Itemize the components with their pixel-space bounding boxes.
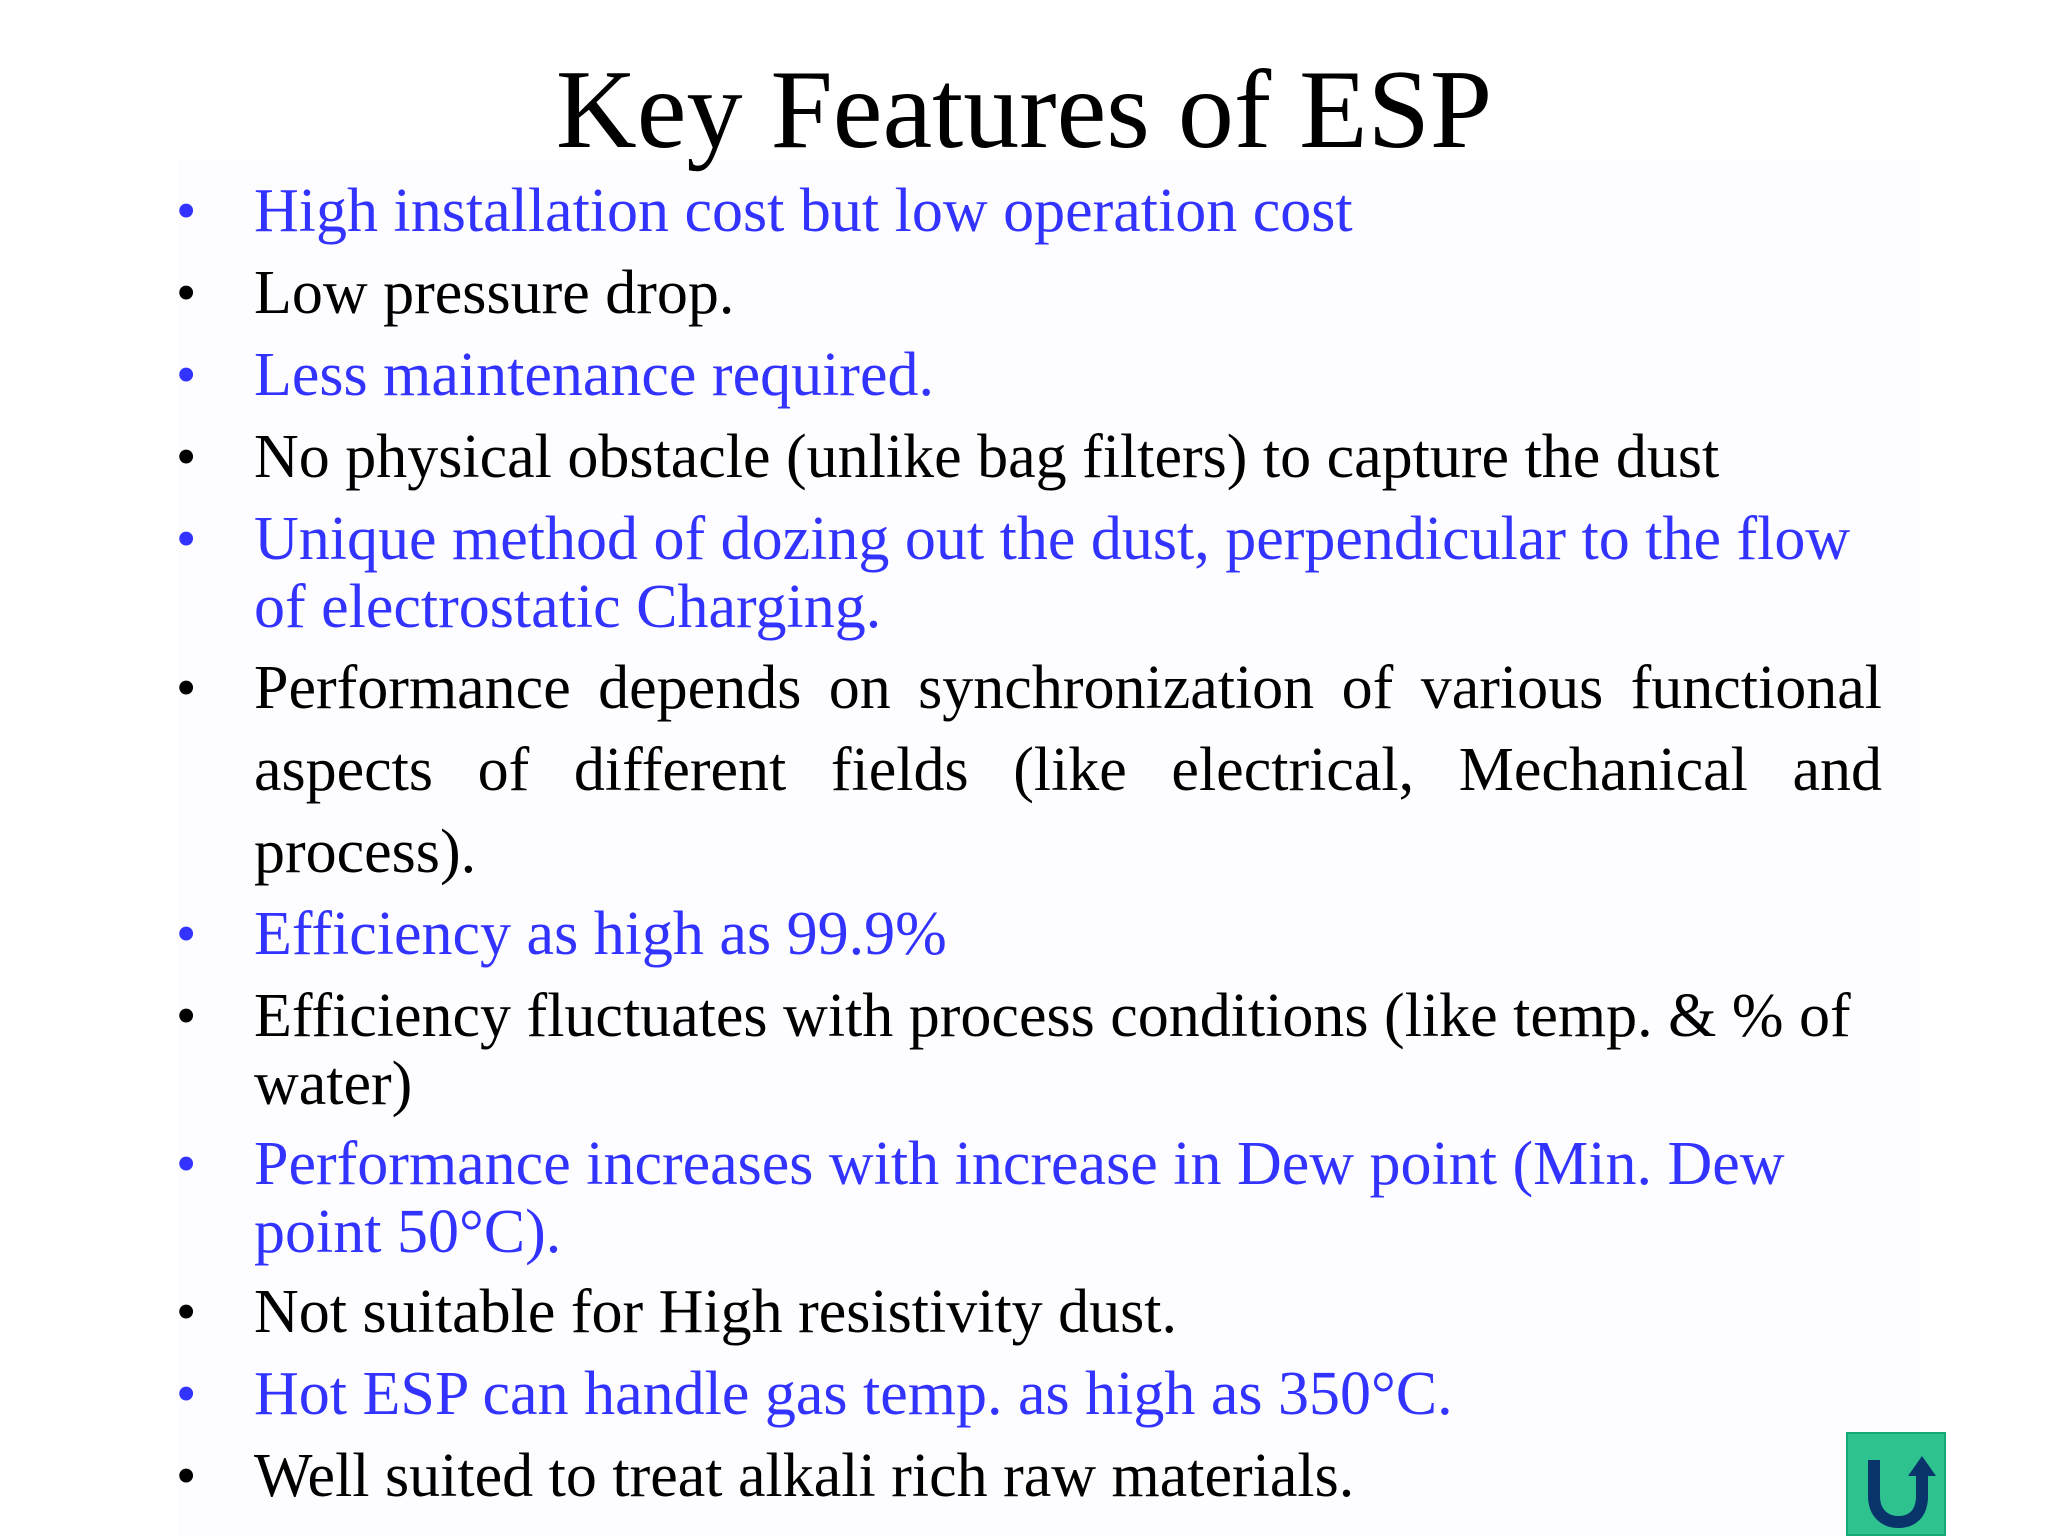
feature-text: No physical obstacle (unlike bag filters… <box>254 423 1720 491</box>
feature-text: High installation cost but low operation… <box>254 177 1353 245</box>
feature-text: Well suited to treat alkali rich raw mat… <box>254 1442 1355 1510</box>
bullet-marker: • <box>176 506 197 571</box>
bullet-marker: • <box>176 260 197 325</box>
content-panel <box>178 160 1920 1536</box>
bullet-marker: • <box>176 1279 197 1344</box>
bullet-marker: • <box>176 983 197 1048</box>
feature-text: Efficiency fluctuates with process condi… <box>254 982 1851 1118</box>
feature-text: Efficiency as high as 99.9% <box>254 900 947 968</box>
u-turn-arrow-icon <box>1868 1456 1936 1528</box>
bullet-marker: • <box>176 1131 197 1196</box>
feature-text: Not suitable for High resistivity dust. <box>254 1278 1178 1346</box>
feature-text: Unique method of dozing out the dust, pe… <box>254 505 1851 641</box>
bullet-marker: • <box>176 342 197 407</box>
slide-title: Key Features of ESP <box>555 48 1493 172</box>
feature-text: Hot ESP can handle gas temp. as high as … <box>254 1360 1453 1428</box>
bullet-marker: • <box>176 1443 197 1508</box>
bullet-marker: • <box>176 424 197 489</box>
bullet-marker: • <box>176 1361 197 1426</box>
feature-text: Performance increases with increase in D… <box>254 1130 1785 1266</box>
feature-text: Performance depends on synchronization o… <box>254 654 1882 886</box>
feature-text: Less maintenance required. <box>254 341 934 409</box>
return-button[interactable] <box>1846 1432 1946 1536</box>
bullet-marker: • <box>176 655 197 720</box>
feature-text: Low pressure drop. <box>254 259 735 327</box>
bullet-marker: • <box>176 178 197 243</box>
bullet-marker: • <box>176 901 197 966</box>
